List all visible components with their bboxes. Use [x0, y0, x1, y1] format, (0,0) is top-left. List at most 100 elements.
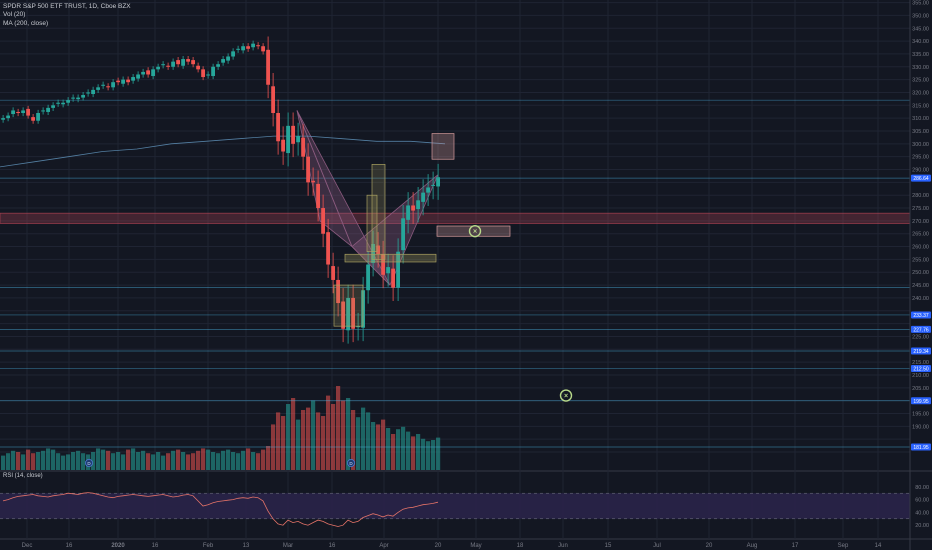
- rsi-band: [0, 493, 910, 519]
- price-label-text: 219.34: [913, 349, 929, 355]
- volume-bar: [296, 419, 301, 470]
- event-marker-icon: [346, 458, 355, 467]
- candle-body: [31, 117, 35, 121]
- y-tick-label: 240.00: [912, 296, 929, 302]
- candle-body: [411, 205, 415, 211]
- volume-bar: [131, 448, 136, 470]
- rsi-tick-label: 80.00: [915, 485, 929, 491]
- price-label-tag: [911, 347, 931, 355]
- candle-body: [231, 51, 235, 57]
- volume-bar: [431, 440, 436, 470]
- y-tick-label: 310.00: [912, 116, 929, 122]
- x-tick-label: 16: [152, 543, 159, 549]
- y-tick-label: 260.00: [912, 245, 929, 251]
- volume-bar: [261, 449, 266, 470]
- y-tick-label: 190.00: [912, 424, 929, 430]
- candle-body: [156, 66, 160, 70]
- volume-bar: [136, 452, 141, 470]
- y-tick-label: 265.00: [912, 232, 929, 238]
- candle-body: [216, 64, 220, 67]
- volume-bar: [396, 429, 401, 470]
- candle-body: [436, 177, 440, 187]
- volume-bar: [416, 434, 421, 470]
- candle-body: [11, 110, 15, 115]
- x-tick-label: 2020: [111, 543, 125, 549]
- volume-bar: [436, 437, 441, 470]
- candle-body: [246, 46, 250, 49]
- volume-bar: [71, 452, 76, 470]
- price-label-text: 233.37: [913, 313, 929, 319]
- candle-body: [351, 297, 355, 329]
- candle-body: [286, 125, 290, 154]
- y-tick-label: 325.00: [912, 78, 929, 84]
- volume-bar: [216, 453, 221, 470]
- volume-bar: [51, 449, 56, 470]
- candle-body: [256, 45, 260, 47]
- y-tick-label: 340.00: [912, 39, 929, 45]
- candle-body: [291, 125, 295, 144]
- candle-body: [101, 84, 105, 86]
- volume-bar: [241, 450, 246, 470]
- x-tick-label: May: [470, 543, 481, 549]
- y-tick-label: 255.00: [912, 257, 929, 263]
- candle-body: [26, 108, 30, 116]
- volume-bar: [111, 453, 116, 470]
- volume-bar: [251, 452, 256, 470]
- volume-bar: [31, 453, 36, 470]
- volume-bar: [236, 453, 241, 470]
- x-tick-label: Dec: [22, 543, 33, 549]
- x-tick-label: 20: [706, 543, 713, 549]
- x-tick-label: Sep: [838, 543, 849, 549]
- drawing-annotations: × × D D: [85, 133, 573, 467]
- candle-body: [146, 70, 150, 75]
- volume-bar: [211, 452, 216, 470]
- candle-body: [66, 100, 70, 103]
- x-tick-label: 16: [66, 543, 73, 549]
- x-tick-label: 18: [517, 543, 524, 549]
- volume-bar: [116, 452, 121, 470]
- volume-bar: [381, 419, 386, 470]
- volume-bar: [361, 407, 366, 470]
- target-box: [366, 194, 378, 253]
- candle-body: [51, 105, 55, 108]
- moving-average-line: [0, 135, 446, 168]
- candle-body: [406, 205, 410, 220]
- volume-bar: [141, 450, 146, 470]
- x-tick-label: 13: [243, 543, 250, 549]
- y-tick-label: 315.00: [912, 103, 929, 109]
- rsi-legend[interactable]: RSI (14, close): [3, 473, 43, 479]
- volume-bar: [391, 434, 396, 470]
- candle-body: [81, 95, 85, 98]
- volume-bar: [301, 410, 306, 470]
- volume-bar: [226, 449, 231, 470]
- volume-bar: [311, 400, 316, 470]
- volume-bar: [426, 441, 431, 470]
- candle-body: [61, 102, 65, 105]
- candle-body: [416, 200, 420, 210]
- volume-bar: [146, 453, 151, 470]
- candle-body: [16, 111, 20, 114]
- candle-body: [346, 297, 350, 331]
- candle-body: [311, 180, 315, 183]
- volume-bar: [346, 398, 351, 470]
- y-tick-label: 210.00: [912, 373, 929, 379]
- y-tick-label: 320.00: [912, 90, 929, 96]
- price-axis[interactable]: 190.00195.00205.00210.00215.00220.00225.…: [909, 0, 931, 550]
- volume-bar: [291, 398, 296, 470]
- volume-bar: [21, 454, 26, 470]
- candle-body: [341, 301, 345, 329]
- candle-body: [276, 113, 280, 142]
- candle-body: [46, 107, 50, 112]
- volume-bar: [336, 386, 341, 470]
- volume-bar: [11, 450, 16, 470]
- candle-body: [96, 87, 100, 90]
- candle-body: [376, 245, 380, 255]
- volume-bar: [91, 452, 96, 470]
- time-axis[interactable]: Dec 16 2020 16 Feb 13 Mar 16 Apr 20 May 18 Jun 15 Jul 2…: [22, 543, 882, 549]
- volume-bar: [326, 395, 331, 470]
- candle-body: [71, 97, 75, 99]
- volume-bar: [221, 450, 226, 470]
- volume-bar: [286, 404, 291, 470]
- candle-body: [86, 92, 90, 94]
